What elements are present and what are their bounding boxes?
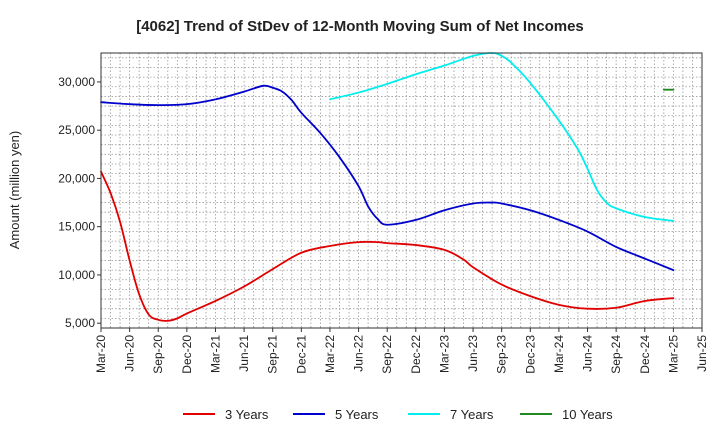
plot-frame bbox=[100, 52, 703, 329]
y-axis-ticks: 5,000 10,000 15,000 20,000 25,000 30,000 bbox=[58, 75, 101, 330]
x-tick-label: Sep-20 bbox=[151, 335, 165, 374]
x-tick-label: Sep-21 bbox=[266, 335, 280, 374]
series-line-5-years bbox=[100, 84, 675, 272]
legend-label-7-years: 7 Years bbox=[450, 407, 494, 422]
legend: 3 Years 5 Years 7 Years 10 Years bbox=[183, 407, 613, 422]
x-tick-label: Sep-22 bbox=[380, 335, 394, 374]
legend-label-3-years: 3 Years bbox=[225, 407, 269, 422]
chart-title: [4062] Trend of StDev of 12-Month Moving… bbox=[136, 18, 584, 35]
x-tick-label: Dec-22 bbox=[409, 335, 423, 374]
x-tick-label: Jun-22 bbox=[352, 335, 366, 372]
y-tick-label: 5,000 bbox=[65, 316, 95, 330]
x-tick-label: Jun-25 bbox=[695, 335, 709, 372]
x-tick-label: Jun-20 bbox=[123, 335, 137, 372]
y-tick-label: 15,000 bbox=[58, 220, 95, 234]
x-tick-label: Sep-24 bbox=[609, 335, 623, 374]
plot-area bbox=[101, 53, 702, 328]
x-tick-label: Sep-23 bbox=[495, 335, 509, 374]
legend-label-5-years: 5 Years bbox=[335, 407, 379, 422]
series-line-3-years bbox=[100, 170, 675, 322]
y-tick-label: 10,000 bbox=[58, 268, 95, 282]
y-tick-label: 25,000 bbox=[58, 123, 95, 137]
x-tick-label: Jun-24 bbox=[581, 335, 595, 372]
x-tick-label: Dec-20 bbox=[180, 335, 194, 374]
x-tick-label: Mar-23 bbox=[437, 335, 451, 373]
x-tick-label: Jun-23 bbox=[466, 335, 480, 372]
series-line-7-years bbox=[329, 52, 675, 222]
legend-label-10-years: 10 Years bbox=[562, 407, 613, 422]
x-tick-label: Dec-21 bbox=[294, 335, 308, 374]
x-tick-label: Mar-22 bbox=[323, 335, 337, 373]
x-tick-label: Mar-25 bbox=[666, 335, 680, 373]
x-tick-label: Mar-21 bbox=[208, 335, 222, 373]
series-layer bbox=[100, 52, 675, 322]
x-tick-label: Dec-24 bbox=[638, 335, 652, 374]
x-tick-label: Mar-24 bbox=[552, 335, 566, 373]
y-axis-label: Amount (million yen) bbox=[7, 131, 22, 250]
x-axis-ticks: Mar-20 Jun-20 Sep-20 Dec-20 Mar-21 Jun-21 Sep-… bbox=[94, 328, 709, 374]
x-tick-label: Mar-20 bbox=[94, 335, 108, 373]
gridlines bbox=[100, 53, 703, 329]
x-tick-label: Jun-21 bbox=[237, 335, 251, 372]
y-tick-label: 30,000 bbox=[58, 75, 95, 89]
y-tick-label: 20,000 bbox=[58, 171, 95, 185]
x-tick-label: Dec-23 bbox=[523, 335, 537, 374]
